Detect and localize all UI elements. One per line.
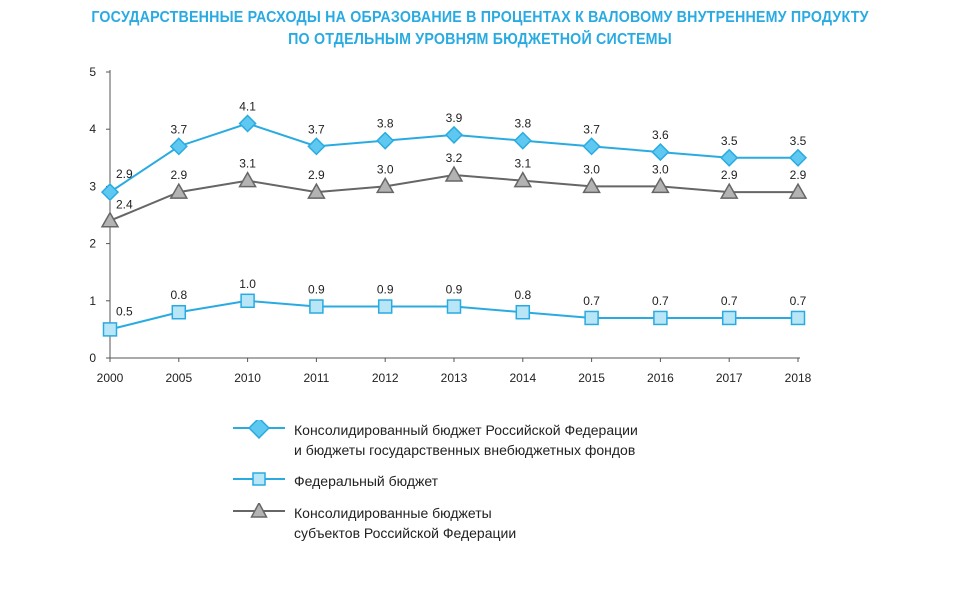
data-point-regional xyxy=(238,171,257,188)
legend-label-regional: Консолидированные бюджеты субъектов Росс… xyxy=(294,505,517,541)
data-label-regional: 3.1 xyxy=(514,157,531,171)
data-point-federal xyxy=(240,293,255,309)
legend-swatch-federal xyxy=(233,472,285,486)
data-label-regional: 2.4 xyxy=(116,198,133,212)
square-marker-icon xyxy=(252,472,266,486)
data-label-federal: 0.9 xyxy=(308,283,325,297)
legend-swatch-consolidated xyxy=(233,420,285,439)
data-label-federal: 0.7 xyxy=(652,294,669,308)
diamond-marker-icon xyxy=(248,420,270,439)
legend-item-consolidated: Консолидированный бюджет Российской Феде… xyxy=(233,420,638,460)
data-point-federal xyxy=(309,299,324,314)
x-tick-label: 2015 xyxy=(578,371,605,385)
data-label-consolidated: 3.7 xyxy=(308,122,325,136)
data-label-federal: 0.8 xyxy=(170,288,187,302)
y-tick-label: 3 xyxy=(89,179,96,193)
y-tick-label: 0 xyxy=(89,351,96,365)
data-point-consolidated xyxy=(444,125,464,144)
data-point-federal xyxy=(377,299,393,314)
x-tick-label: 2012 xyxy=(372,371,399,385)
data-label-regional: 2.9 xyxy=(721,168,738,182)
data-point-federal xyxy=(102,322,118,337)
data-label-consolidated: 3.8 xyxy=(514,117,531,131)
x-tick-label: 2013 xyxy=(441,371,468,385)
x-tick-label: 2010 xyxy=(234,371,261,385)
chart-title-line-2: ПО ОТДЕЛЬНЫМ УРОВНЯМ БЮДЖЕТНОЙ СИСТЕМЫ xyxy=(288,31,672,48)
y-tick-label: 4 xyxy=(89,122,96,136)
data-point-consolidated xyxy=(238,114,257,133)
data-point-regional xyxy=(582,176,601,194)
data-point-federal xyxy=(171,304,187,320)
data-label-regional: 3.0 xyxy=(652,162,669,176)
data-label-federal: 0.7 xyxy=(583,294,600,308)
data-point-federal xyxy=(584,310,599,326)
data-label-regional: 2.9 xyxy=(170,168,187,182)
data-point-consolidated xyxy=(788,148,808,167)
data-label-federal: 1.0 xyxy=(239,277,256,291)
legend-swatch-regional xyxy=(233,503,285,518)
data-label-regional: 3.2 xyxy=(446,151,463,165)
data-label-federal: 0.5 xyxy=(116,304,133,318)
data-point-consolidated xyxy=(307,137,326,156)
data-point-federal xyxy=(653,310,668,326)
data-point-federal xyxy=(790,310,806,326)
data-label-regional: 2.9 xyxy=(790,168,807,182)
data-point-regional xyxy=(651,176,670,194)
series-line-regional xyxy=(109,173,798,222)
x-tick-label: 2017 xyxy=(716,371,743,385)
y-tick-label: 1 xyxy=(89,294,96,308)
data-label-consolidated: 3.8 xyxy=(377,117,394,131)
data-point-regional xyxy=(375,176,395,194)
data-point-consolidated xyxy=(582,137,601,156)
x-tick-label: 2011 xyxy=(303,371,329,385)
data-point-regional xyxy=(788,182,808,199)
data-label-regional: 2.9 xyxy=(308,168,325,182)
data-point-federal xyxy=(721,310,737,326)
data-point-regional xyxy=(513,171,533,188)
data-point-consolidated xyxy=(720,148,739,167)
data-point-federal xyxy=(446,299,462,314)
y-tick-label: 2 xyxy=(89,237,96,251)
data-label-consolidated: 3.9 xyxy=(446,111,463,125)
data-label-federal: 0.9 xyxy=(446,283,463,297)
data-point-consolidated xyxy=(513,131,532,150)
data-point-regional xyxy=(444,165,464,182)
data-point-consolidated xyxy=(651,143,670,162)
data-point-consolidated xyxy=(169,137,188,156)
data-label-consolidated: 3.7 xyxy=(170,122,187,136)
triangle-marker-icon xyxy=(250,503,268,518)
x-tick-label: 2014 xyxy=(509,371,536,385)
data-label-consolidated: 3.7 xyxy=(583,122,600,136)
data-point-regional xyxy=(719,182,739,199)
legend-item-regional: Консолидированные бюджеты субъектов Росс… xyxy=(233,503,516,543)
data-label-consolidated: 2.9 xyxy=(116,167,133,181)
data-point-consolidated xyxy=(100,183,120,202)
data-point-consolidated xyxy=(376,131,395,150)
data-point-regional xyxy=(307,182,326,199)
x-tick-label: 2018 xyxy=(785,371,812,385)
legend-label-consolidated: Консолидированный бюджет Российской Феде… xyxy=(294,422,638,458)
legend-item-federal: Федеральный бюджет xyxy=(233,471,438,495)
x-tick-label: 2000 xyxy=(97,371,124,385)
chart-title-line-1: ГОСУДАРСТВЕННЫЕ РАСХОДЫ НА ОБРАЗОВАНИЕ В… xyxy=(91,9,869,26)
data-label-federal: 0.8 xyxy=(514,288,531,302)
data-point-regional xyxy=(169,182,189,199)
data-label-regional: 3.0 xyxy=(583,162,600,176)
data-label-federal: 0.9 xyxy=(377,283,394,297)
x-tick-label: 2005 xyxy=(165,371,192,385)
data-label-consolidated: 3.5 xyxy=(790,134,807,148)
data-label-federal: 0.7 xyxy=(790,294,807,308)
data-label-consolidated: 3.5 xyxy=(721,134,738,148)
data-point-regional xyxy=(100,211,120,228)
data-point-federal xyxy=(515,304,531,320)
data-label-federal: 0.7 xyxy=(721,294,738,308)
legend-label-federal: Федеральный бюджет xyxy=(294,473,439,489)
data-label-consolidated: 3.6 xyxy=(652,128,669,142)
data-label-regional: 3.0 xyxy=(377,162,394,176)
data-label-regional: 3.1 xyxy=(239,157,256,171)
y-tick-label: 5 xyxy=(89,65,96,79)
data-label-consolidated: 4.1 xyxy=(239,99,256,113)
x-tick-label: 2016 xyxy=(647,371,674,385)
